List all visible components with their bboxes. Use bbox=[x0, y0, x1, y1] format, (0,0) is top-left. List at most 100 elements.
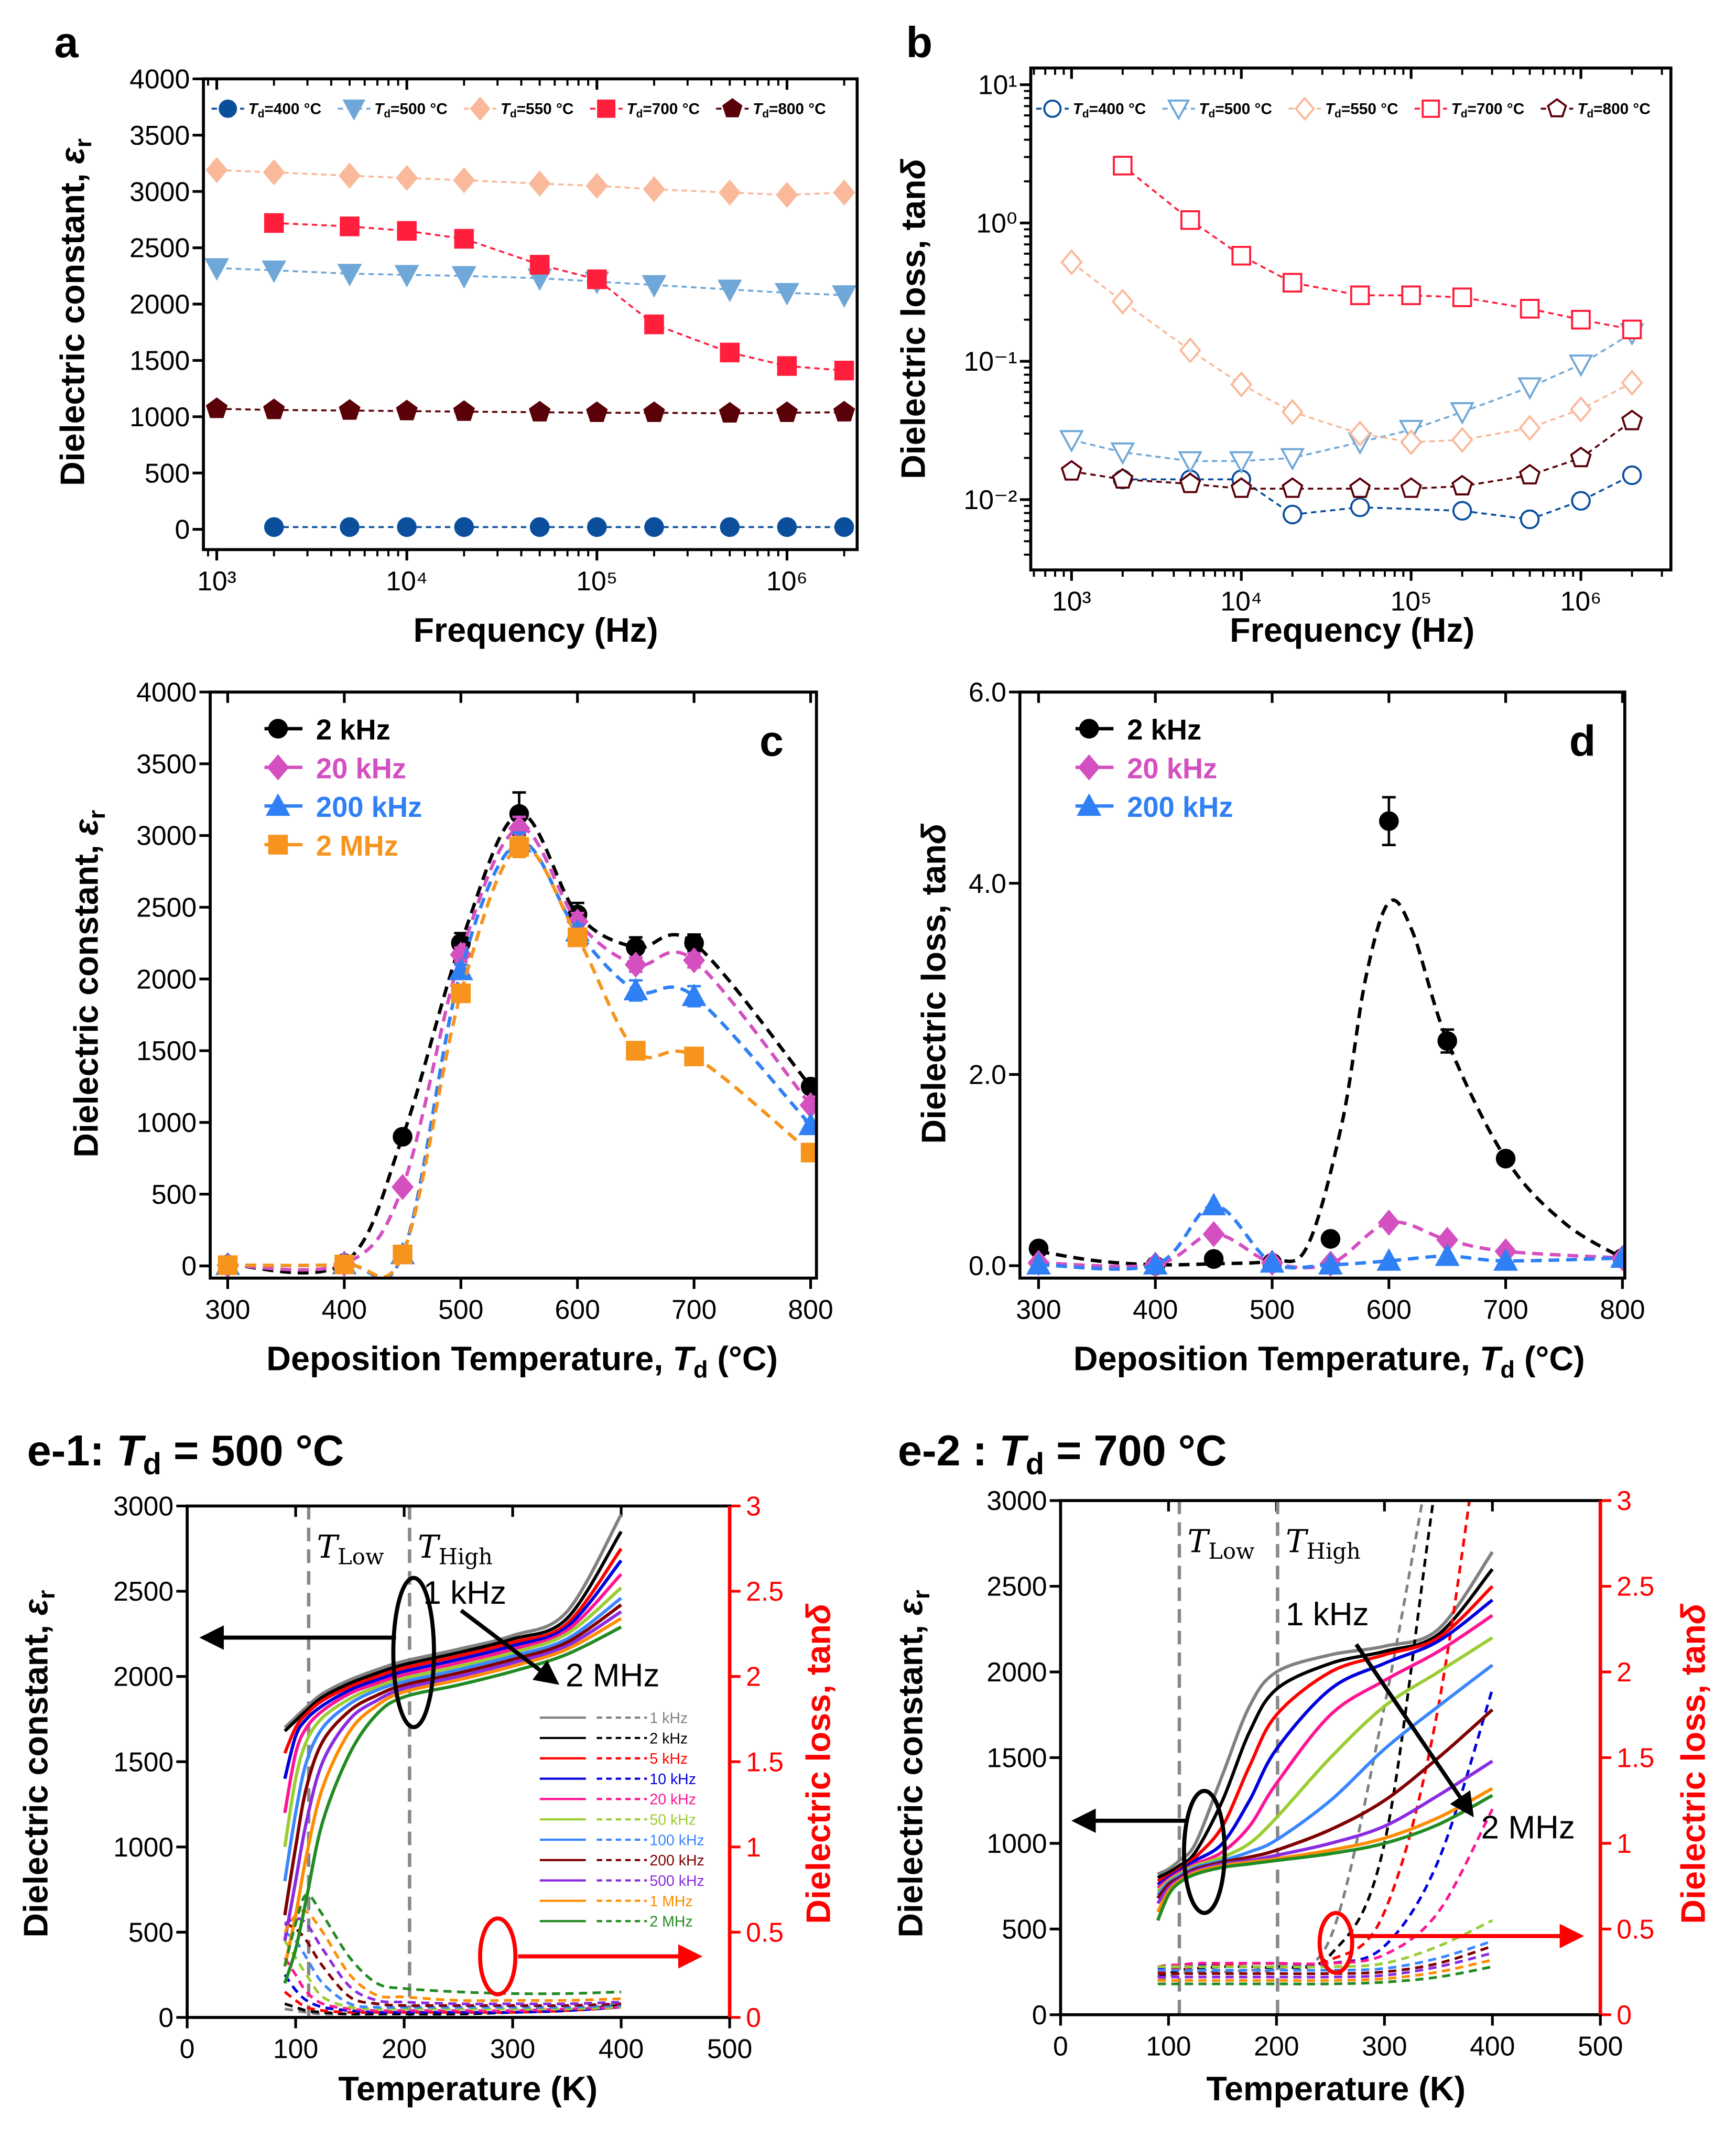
data-point bbox=[834, 517, 854, 537]
legend-label: Td=500 °C bbox=[374, 101, 448, 120]
panel-title-part: d bbox=[1026, 1448, 1044, 1481]
legend-marker bbox=[1294, 96, 1315, 121]
x-axis-label: Deposition Temperature, Td (°C) bbox=[1073, 1340, 1585, 1383]
data-point bbox=[1349, 420, 1371, 447]
data-point bbox=[833, 179, 855, 206]
legend-label-part: T bbox=[753, 101, 764, 118]
temperature-marker-label-part: Low bbox=[338, 1544, 384, 1569]
plot-area bbox=[215, 791, 817, 1278]
data-point bbox=[205, 157, 228, 184]
temperature-marker-label: THigh bbox=[418, 1529, 493, 1569]
y-tick-label: 1000 bbox=[986, 1828, 1047, 1859]
y-tick-label: 2500 bbox=[136, 892, 197, 923]
series-5 bbox=[283, 1586, 623, 2011]
loss-group-ellipse bbox=[478, 1916, 518, 1996]
loss-curve bbox=[1157, 1965, 1493, 1985]
y-tick-label: 0 bbox=[181, 1251, 197, 1281]
data-point bbox=[585, 172, 608, 199]
legend-marker bbox=[268, 835, 288, 855]
series-line bbox=[1071, 332, 1633, 462]
data-point bbox=[1452, 287, 1472, 307]
data-point bbox=[1230, 477, 1252, 498]
data-point bbox=[1570, 446, 1592, 468]
data-point bbox=[1203, 1249, 1224, 1269]
x-axis-label: Frequency (Hz) bbox=[413, 611, 658, 649]
y2-tick-label: 2 bbox=[1616, 1657, 1632, 1687]
data-point bbox=[393, 1127, 413, 1147]
panel-letter: a bbox=[55, 18, 79, 67]
legend-marker bbox=[219, 99, 237, 118]
legend-marker bbox=[1547, 98, 1567, 117]
series-4 bbox=[283, 1573, 623, 2012]
panel-e-2: 0 100 200 300 400 500050010001500200025003000… bbox=[892, 1426, 1712, 2108]
data-point bbox=[776, 401, 798, 422]
data-point bbox=[1060, 249, 1083, 276]
y-tick-label: 10⁻² bbox=[964, 484, 1017, 515]
temperature-marker-label: TLow bbox=[317, 1529, 384, 1569]
data-point bbox=[454, 517, 474, 537]
data-point bbox=[1451, 474, 1473, 495]
legend-label: 10 kHz bbox=[649, 1771, 696, 1788]
data-point bbox=[683, 947, 706, 974]
plot-frame bbox=[1018, 690, 1626, 1280]
data-point bbox=[624, 952, 647, 978]
y-axis-label-part: ε bbox=[17, 1599, 55, 1615]
permittivity-curve bbox=[283, 1603, 622, 1916]
y-tick-label: 4.0 bbox=[969, 868, 1006, 899]
legend-label-part: =550 °C bbox=[517, 101, 574, 118]
data-point bbox=[684, 1046, 704, 1066]
data-point bbox=[1379, 811, 1399, 831]
data-point bbox=[1518, 463, 1541, 485]
legend-label-part: d bbox=[1209, 108, 1216, 120]
loss-curve bbox=[1157, 1958, 1493, 1982]
x-tick-label: 600 bbox=[1366, 1294, 1412, 1324]
series-6 bbox=[283, 1596, 622, 2009]
panel-b: 10³ 10⁴ 10⁵ 10⁶ 10⁻² 10⁻¹ 10⁰ 10¹ Frequency (Hz)… bbox=[894, 18, 1673, 649]
y-tick-label: 0 bbox=[158, 2002, 173, 2033]
data-point bbox=[720, 342, 740, 363]
permittivity-curve bbox=[284, 1530, 623, 1732]
data-point bbox=[394, 265, 419, 288]
permittivity-curve bbox=[283, 1573, 623, 1814]
temperature-marker-label: THigh bbox=[1286, 1524, 1361, 1563]
data-point bbox=[338, 163, 361, 189]
y-tick-label: 1000 bbox=[113, 1832, 173, 1862]
y2-tick-label: 0.5 bbox=[746, 1917, 784, 1947]
data-point bbox=[453, 167, 475, 193]
series-0 bbox=[1028, 796, 1625, 1276]
data-point bbox=[644, 314, 664, 334]
temperature-marker-label-part: Low bbox=[1208, 1538, 1255, 1564]
data-point bbox=[337, 264, 362, 287]
permittivity-curve bbox=[1156, 1794, 1493, 1922]
data-point bbox=[451, 983, 471, 1003]
y-tick-label: 10⁻¹ bbox=[964, 346, 1017, 376]
legend-marker bbox=[267, 754, 289, 781]
data-point bbox=[263, 398, 285, 419]
legend-label: 20 kHz bbox=[1127, 752, 1217, 784]
legend-label: 500 kHz bbox=[649, 1873, 704, 1890]
x-tick-label: 500 bbox=[438, 1294, 483, 1324]
y-tick-label: 2000 bbox=[986, 1657, 1047, 1687]
legend-label: 2 kHz bbox=[1127, 714, 1201, 746]
loss-curve bbox=[1157, 1945, 1493, 1976]
data-point bbox=[681, 983, 707, 1006]
legend-label: Td=400 °C bbox=[1073, 101, 1146, 120]
data-point bbox=[1520, 299, 1540, 319]
legend-label-part: =550 °C bbox=[1341, 101, 1398, 118]
data-point bbox=[1450, 402, 1475, 425]
legend-label: 2 MHz bbox=[649, 1914, 692, 1930]
y-axis-label-part: Dielectric loss, tan bbox=[894, 179, 932, 479]
legend-label-part: =700 °C bbox=[1468, 101, 1525, 118]
panel-c: 300 400 500 600 700 800 0 500 1000 1500 2000 2500 30… bbox=[67, 677, 833, 1383]
temperature-marker-label-part: High bbox=[1307, 1538, 1361, 1564]
permittivity-curve bbox=[283, 1596, 622, 1882]
data-point bbox=[1621, 370, 1643, 396]
series-1 bbox=[216, 815, 817, 1278]
loss-curve bbox=[284, 1931, 622, 2009]
data-point bbox=[1622, 465, 1642, 485]
y-tick-label: 500 bbox=[1002, 1914, 1047, 1944]
loss-curve bbox=[284, 1922, 622, 2008]
y-tick-label: 2500 bbox=[113, 1576, 173, 1606]
permittivity-group-ellipse bbox=[391, 1575, 436, 1730]
data-point bbox=[1452, 501, 1472, 521]
